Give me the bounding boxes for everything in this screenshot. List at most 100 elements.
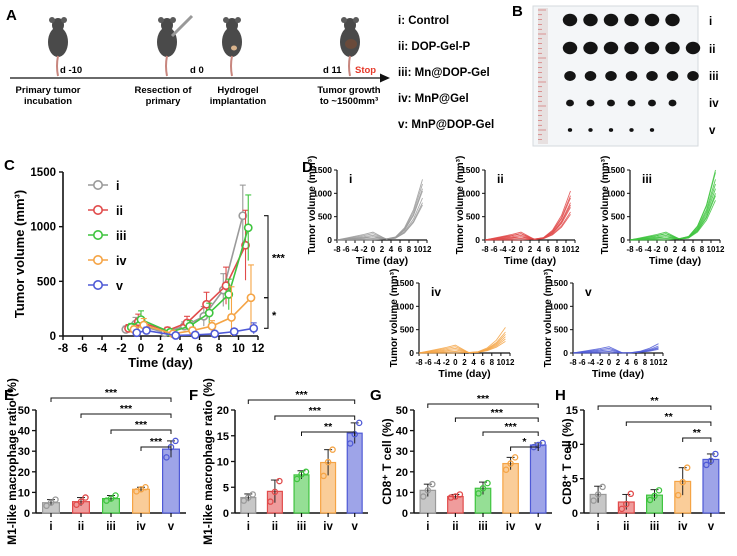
data-point (246, 293, 256, 303)
group-legend-entry: iv: MnP@Gel (398, 93, 469, 105)
tumor-grid (562, 13, 701, 132)
replicate-point (245, 494, 252, 501)
tumor-specimen (588, 128, 593, 132)
replicate-point (52, 496, 59, 503)
y-tick-label: 10 (18, 487, 30, 499)
replicate-point (267, 498, 274, 505)
bar-v (162, 448, 181, 514)
y-axis-label: CD8⁺ T cell (%) (560, 418, 574, 504)
x-tick-label: -2 (508, 245, 516, 254)
significance-label: *** (504, 421, 517, 433)
panel-label-c: C (4, 157, 15, 174)
x-axis-label: Time (day) (649, 255, 701, 267)
y-tick-label: 40 (396, 426, 408, 438)
y-tick-label: 10 (396, 487, 408, 499)
x-tick-label: -6 (490, 245, 498, 254)
data-point (227, 313, 236, 322)
x-axis-label: Time (day) (438, 368, 490, 380)
step-caption: Tumor growth (317, 85, 380, 96)
group-label: iv (431, 285, 441, 299)
y-tick-label: 0 (50, 331, 56, 343)
x-tick-label: -8 (415, 358, 423, 367)
legend-label: i (116, 179, 119, 193)
y-tick-label: 50 (396, 405, 408, 417)
x-axis-label: Time (day) (504, 255, 556, 267)
mouse-icon (222, 17, 242, 77)
x-tick-label: iv (506, 521, 516, 533)
data-point (204, 308, 214, 318)
panel-label-f: F (189, 387, 198, 404)
y-tick-label: 500 (400, 325, 414, 335)
legend-marker (93, 279, 104, 290)
y-tick-label: 1500 (549, 278, 568, 288)
x-tick-label: 4 (177, 343, 184, 355)
y-tick-label: 1000 (395, 301, 414, 311)
significance-bracket (301, 431, 356, 436)
mouse-icon (157, 17, 177, 77)
panel-label-a: A (6, 7, 17, 24)
replicate-point (599, 483, 606, 491)
x-tick-label: -8 (333, 245, 341, 254)
x-tick-label: 10 (496, 358, 505, 367)
individual-curve (484, 197, 571, 241)
x-tick-label: 0 (371, 245, 376, 254)
y-axis-label: Tumor volume (mm³) (389, 269, 400, 368)
replicate-point (502, 466, 510, 473)
replicate-point (707, 457, 715, 465)
y-tick-label: 1500 (30, 167, 56, 179)
replicate-point (276, 477, 283, 485)
replicate-point (142, 483, 149, 491)
x-tick-label: v (708, 521, 715, 533)
ruler-ticks (538, 9, 546, 140)
x-tick-label: 0 (664, 245, 669, 254)
y-axis-label: Tumor volume (mm³) (12, 190, 27, 318)
y-tick-label: 500 (554, 325, 568, 335)
step-caption: implantation (210, 96, 267, 107)
y-tick-label: 0 (327, 235, 332, 245)
individual-curve (485, 190, 571, 241)
tumor-specimen (625, 71, 638, 81)
y-tick-label: 15 (566, 405, 578, 417)
x-tick-label: iv (323, 521, 333, 533)
x-tick-label: 8 (555, 245, 560, 254)
y-tick-label: 5 (572, 474, 578, 486)
x-tick-label: 10 (650, 358, 659, 367)
legend-label: iii (116, 229, 126, 243)
x-tick-label: 8 (700, 245, 705, 254)
replicate-point (484, 479, 491, 487)
significance-bracket (454, 417, 539, 422)
group-legend: i: Control ii: DOP-Gel-P iii: Mn@DOP-Gel… (398, 15, 494, 131)
replicate-point (507, 460, 514, 467)
x-tick-label: 2 (157, 343, 163, 355)
x-tick-label: -6 (635, 245, 643, 254)
x-tick-label: iii (650, 521, 660, 533)
y-axis-label: M1-like macrophage ratio (%) (5, 378, 19, 545)
y-tick-label: 0 (402, 508, 408, 520)
photo-row-label: i (709, 16, 712, 28)
group-legend-entry: v: MnP@DOP-Gel (398, 119, 494, 131)
x-tick-label: -2 (596, 358, 604, 367)
replicate-point (683, 464, 691, 471)
replicate-point (47, 499, 55, 506)
tumor-specimen (624, 41, 639, 55)
legend-marker (93, 255, 104, 266)
tumor-photo: i ii iii iv v (532, 5, 719, 147)
tumor-specimen (564, 71, 576, 81)
y-tick-label: 1500 (461, 165, 480, 175)
y-tick-label: 40 (18, 426, 30, 438)
replicate-point (456, 491, 464, 498)
replicate-point (107, 495, 115, 502)
data-point (238, 211, 248, 221)
y-tick-label: 10 (566, 439, 578, 451)
significance-label: *** (105, 387, 118, 399)
individual-curve (629, 183, 716, 241)
x-tick-label: i (247, 521, 250, 533)
day-label: d -10 (60, 65, 82, 76)
y-tick-label: 30 (396, 446, 408, 458)
tumor-specimen (584, 71, 597, 81)
replicate-point (539, 439, 546, 447)
x-axis-label: Time (day) (128, 355, 193, 370)
x-tick-label: i (426, 521, 429, 533)
data-point (210, 329, 220, 339)
